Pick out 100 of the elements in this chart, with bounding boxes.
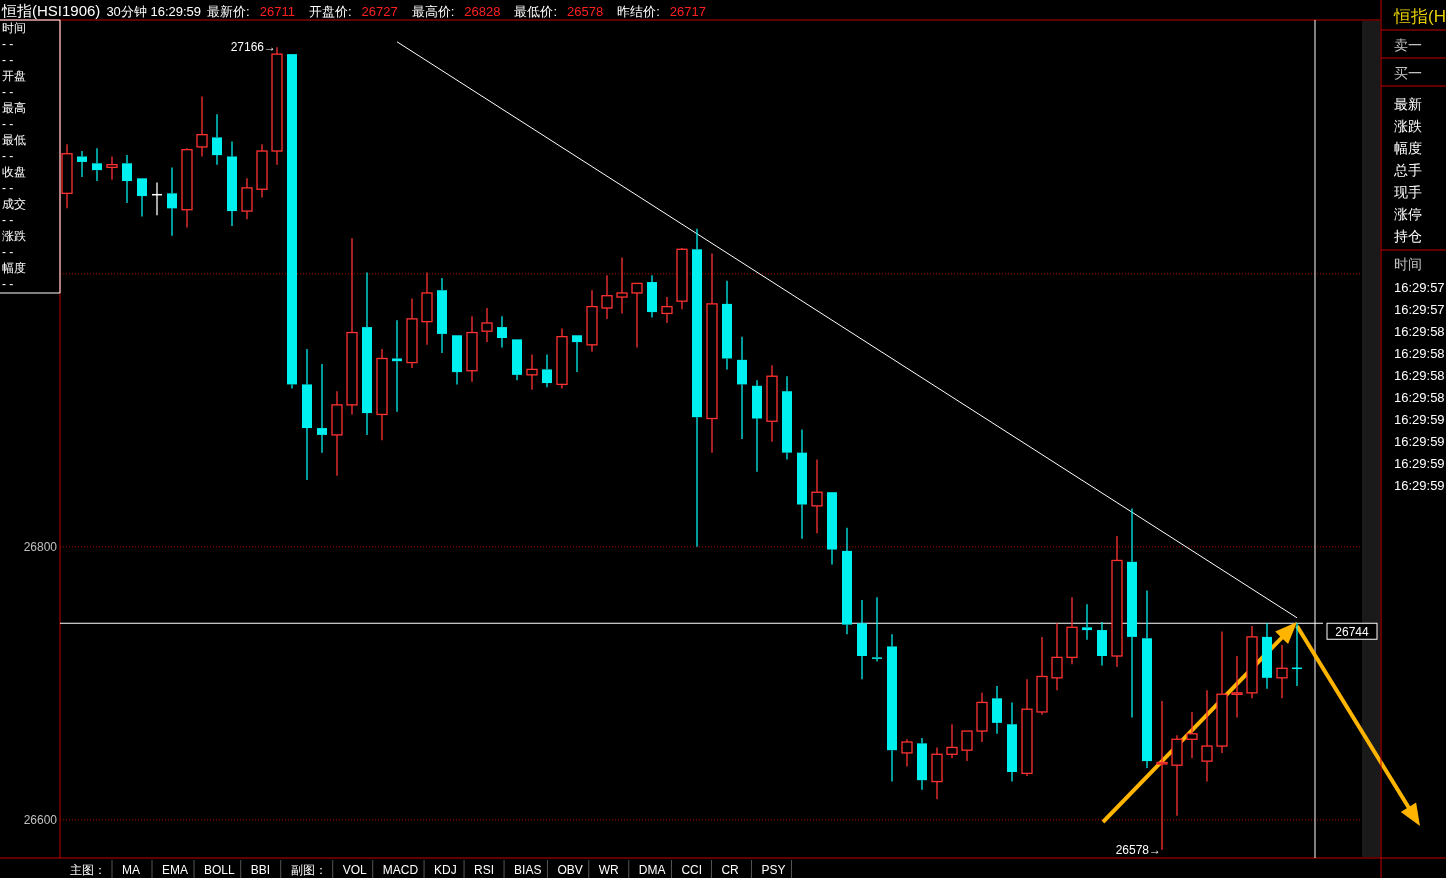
candlestick (241, 177, 253, 220)
text: 26578 (567, 4, 604, 19)
candlestick (92, 147, 102, 182)
text: WR (598, 863, 620, 877)
candlestick (586, 289, 598, 353)
candlestick (61, 143, 73, 209)
chart-title: 恒指(HSI1906) (1, 2, 101, 19)
y-tick-label: 26800 (23, 539, 58, 554)
candlestick (526, 353, 538, 391)
text: 幅度 (1394, 140, 1422, 156)
candlestick (946, 723, 958, 760)
candlestick (421, 271, 433, 346)
candlestick (811, 458, 823, 534)
text: 副图： (290, 863, 327, 877)
text: - - (2, 245, 14, 259)
text: 16:29:57 (1394, 280, 1445, 295)
text: 买一 (1394, 65, 1422, 81)
candlestick (1051, 622, 1063, 691)
text: BBI (250, 863, 271, 877)
text: EMA (162, 863, 189, 877)
text: MACD (382, 863, 419, 877)
text: KDJ (434, 863, 457, 877)
candlestick (872, 596, 882, 663)
text: - - (2, 53, 14, 67)
candlestick (1186, 711, 1198, 760)
candlestick (766, 364, 778, 443)
candlestick (376, 348, 388, 442)
text: 16:29:58 (1394, 368, 1445, 383)
text: PSY (761, 863, 786, 877)
candlestick (661, 296, 673, 324)
text: - - (2, 85, 14, 99)
text: 26717 (669, 4, 706, 19)
candlestick (857, 599, 867, 680)
text: - - (2, 37, 14, 51)
candlestick (362, 271, 372, 436)
candlestick (271, 46, 283, 166)
text: CR (721, 863, 740, 877)
candlestick (227, 140, 237, 227)
text: 16:29:57 (1394, 302, 1445, 317)
text: 主图： (70, 863, 106, 877)
annotation: 26578→ (1115, 842, 1161, 857)
text: - - (2, 277, 14, 291)
candlestick (842, 527, 852, 635)
text: BOLL (204, 863, 236, 877)
annotation: 27166→ (230, 40, 276, 55)
candlestick (196, 95, 208, 158)
candlestick (692, 228, 702, 548)
candlestick (106, 155, 118, 181)
candlestick (1036, 636, 1048, 716)
text: 开盘价: (308, 4, 352, 19)
candlestick (1231, 655, 1243, 719)
candlestick (1276, 644, 1288, 699)
candlestick (782, 375, 792, 461)
text: 最高价: (411, 4, 455, 19)
text: DMA (638, 863, 666, 877)
candlestick (887, 633, 897, 783)
candlestick (542, 353, 552, 388)
candlestick (317, 363, 327, 454)
text: 收盘 (2, 165, 26, 179)
text: 16:29:58 (1394, 324, 1445, 339)
text: - - (2, 117, 14, 131)
candlestick (331, 390, 343, 477)
candlestick (797, 428, 807, 540)
candlestick (212, 113, 222, 166)
candlestick (737, 335, 747, 440)
candlestick (167, 166, 177, 237)
text: RSI (474, 863, 495, 877)
candlestick (1021, 678, 1033, 777)
text: 最低价: (514, 4, 558, 19)
candlestick (1156, 700, 1168, 851)
candlestick (752, 379, 762, 473)
text: 卖一 (1394, 37, 1422, 53)
text: VOL (342, 863, 368, 877)
candlestick (256, 143, 268, 199)
candlestick (346, 237, 358, 416)
candlestick (437, 277, 447, 354)
candlestick (77, 150, 87, 178)
candlestick (931, 746, 943, 800)
candlestick (976, 692, 988, 743)
candlestick (122, 154, 132, 204)
text: 昨结价: (617, 4, 660, 19)
candlestick (601, 274, 613, 320)
text: 现手 (1394, 184, 1422, 200)
candlestick (1171, 734, 1183, 817)
candlestick (466, 315, 478, 383)
text: 最高 (2, 101, 26, 115)
text: - - (2, 149, 14, 163)
text: 最新 (1394, 96, 1422, 112)
text: 涨跌 (2, 229, 26, 243)
candlestick (1097, 621, 1107, 667)
candlestick (1142, 589, 1152, 769)
text: 26727 (361, 4, 398, 19)
text: 16:29:59 (1394, 478, 1445, 493)
candlestick (1262, 622, 1272, 690)
candlestick (1082, 603, 1092, 641)
text: MA (122, 863, 140, 877)
text: - - (2, 181, 14, 195)
text: 26711 (259, 4, 295, 19)
candlestick (1007, 701, 1017, 783)
text: 16:29:59 (1394, 412, 1445, 427)
